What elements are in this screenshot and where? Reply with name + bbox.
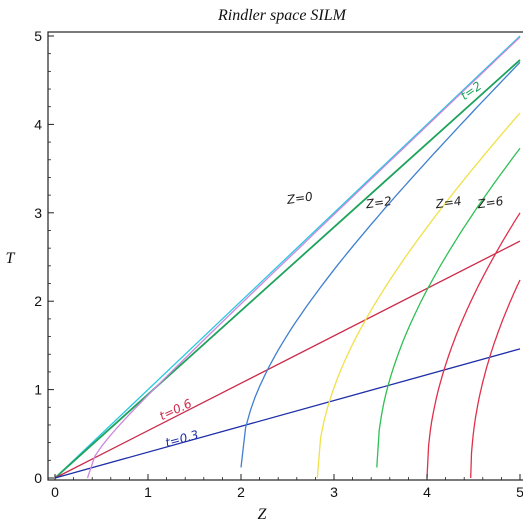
series-z-offset-8 bbox=[426, 212, 521, 479]
annotation-label: Z=6 bbox=[476, 194, 505, 212]
annotation-label: Z=2 bbox=[364, 194, 393, 212]
series-light-cone bbox=[54, 35, 521, 479]
x-tick-label: 5 bbox=[516, 484, 523, 500]
plot-area bbox=[54, 35, 521, 479]
y-tick-label: 4 bbox=[34, 116, 42, 132]
x-tick-label: 2 bbox=[237, 484, 245, 500]
x-axis-label: Z bbox=[258, 506, 268, 521]
annotation-label: Z=4 bbox=[434, 194, 463, 212]
x-tick-label: 0 bbox=[51, 484, 59, 500]
plot-frame bbox=[47, 31, 523, 481]
chart-title: Rindler space SILM bbox=[217, 7, 348, 24]
series-t06 bbox=[54, 240, 521, 479]
annotation-label: t=2 bbox=[458, 79, 484, 103]
y-tick-label: 3 bbox=[34, 205, 42, 221]
y-axis-label: T bbox=[6, 250, 16, 267]
series-z-offset-6 bbox=[376, 147, 521, 468]
annotation-label: Z=0 bbox=[285, 189, 314, 207]
y-tick-label: 2 bbox=[34, 293, 42, 309]
y-tick-label: 5 bbox=[34, 28, 42, 44]
series-t03 bbox=[54, 348, 521, 479]
x-tick-label: 1 bbox=[144, 484, 152, 500]
series-z-offset-4 bbox=[316, 112, 521, 479]
y-tick-label: 1 bbox=[34, 382, 42, 398]
axes: 0 1 2 3 4 5 0 1 2 3 4 5 bbox=[34, 28, 523, 500]
x-tick-label: 4 bbox=[423, 484, 431, 500]
annotation-label: t=0.6 bbox=[157, 396, 194, 423]
y-tick-label: 0 bbox=[34, 470, 42, 486]
series-z-offset-2 bbox=[240, 61, 521, 468]
series-z-offset-10 bbox=[470, 279, 521, 479]
series-t2 bbox=[54, 59, 521, 479]
x-tick-label: 3 bbox=[330, 484, 338, 500]
series-z-offset-0 bbox=[86, 36, 521, 479]
annotation-label: t=0.3 bbox=[164, 428, 200, 450]
